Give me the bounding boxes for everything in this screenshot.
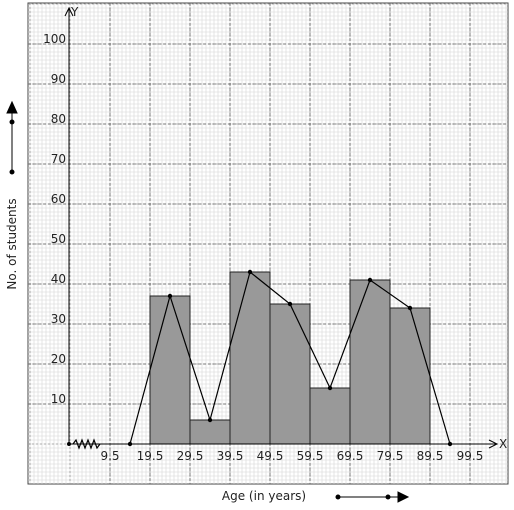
x-axis-name: X: [499, 437, 507, 451]
bar: [309, 387, 351, 445]
x-tick-label: 39.5: [217, 449, 244, 463]
x-tick-label: 59.5: [297, 449, 324, 463]
x-tick-label: 69.5: [337, 449, 364, 463]
x-tick-label: 79.5: [377, 449, 404, 463]
x-axis-arrow: [488, 439, 499, 449]
y-tick-label: 90: [51, 72, 66, 86]
origin-point: [67, 442, 71, 446]
bar: [349, 279, 391, 445]
marks: XY: [64, 5, 507, 451]
x-axis-label: Age (in years): [222, 489, 306, 503]
y-tick-label: 100: [43, 32, 66, 46]
y-tick-label: 50: [51, 232, 66, 246]
x-tick-label: 49.5: [257, 449, 284, 463]
polygon-point: [287, 301, 293, 307]
x-tick-label: 99.5: [457, 449, 484, 463]
y-tick-label: 10: [51, 392, 66, 406]
x-tick-label: 29.5: [177, 449, 204, 463]
y-direction-arrow: [6, 100, 18, 175]
y-tick-label: 30: [51, 312, 66, 326]
x-tick-label: 89.5: [417, 449, 444, 463]
major-grid: 10 20 30 40 50 60 70 80 90 100 9.5 19.5 29.5 39.5 49.5…: [28, 3, 508, 484]
polygon-point: [407, 305, 413, 311]
x-direction-arrow: [335, 491, 410, 503]
polygon-point: [367, 277, 373, 283]
bar: [389, 307, 431, 445]
bar: [149, 295, 191, 445]
bar: [189, 419, 231, 445]
axis-break: [72, 438, 101, 450]
y-axis-label: No. of students: [5, 198, 19, 289]
polygon-point: [167, 293, 173, 299]
y-axis-name: Y: [70, 5, 79, 19]
polygon-point: [207, 417, 213, 423]
y-tick-label: 20: [51, 352, 66, 366]
x-tick-label: 9.5: [100, 449, 119, 463]
polygon-point: [327, 385, 333, 391]
bar: [229, 271, 271, 445]
y-tick-label: 60: [51, 192, 66, 206]
bar: [269, 303, 311, 445]
y-axis-arrow: [64, 6, 74, 17]
y-tick-label: 40: [51, 272, 66, 286]
y-tick-label: 70: [51, 152, 66, 166]
y-tick-label: 80: [51, 112, 66, 126]
x-tick-label: 19.5: [137, 449, 164, 463]
polygon-point: [247, 269, 253, 275]
